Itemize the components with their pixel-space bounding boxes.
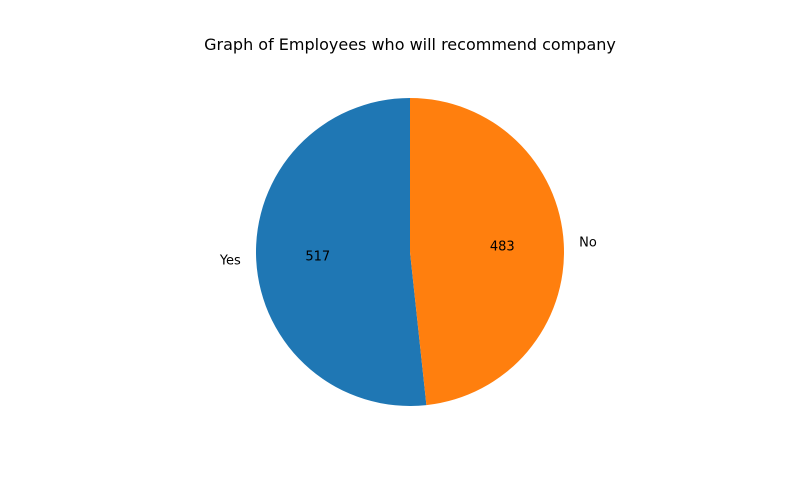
pie-slice-yes	[255, 98, 427, 406]
slice-value-no: 483	[490, 240, 515, 255]
slice-value-yes: 517	[305, 249, 330, 264]
pie-labels: Yes 517 No 483	[219, 235, 597, 268]
pie-slices	[255, 98, 564, 406]
chart-title: Graph of Employees who will recommend co…	[204, 35, 616, 54]
pie-slice-no	[410, 98, 564, 406]
slice-label-yes: Yes	[219, 254, 241, 269]
slice-label-no: No	[579, 235, 597, 250]
